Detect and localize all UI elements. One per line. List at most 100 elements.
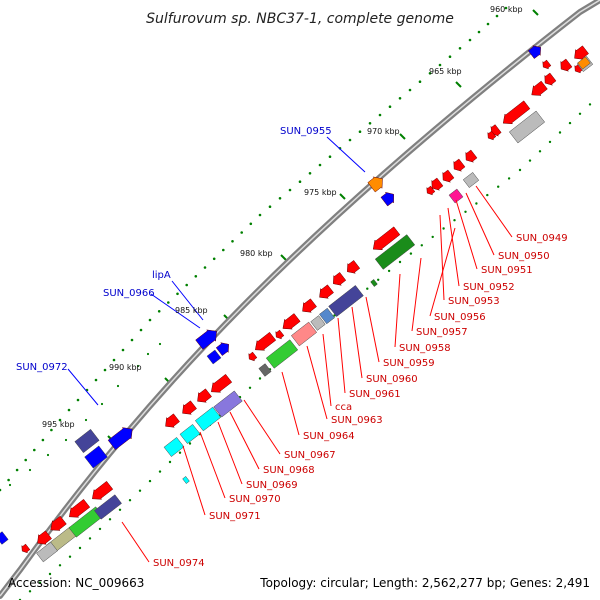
inner-scale-tick xyxy=(377,278,380,281)
scale-minor-tick xyxy=(121,348,125,352)
scale-minor-tick xyxy=(58,418,62,422)
scale-major-tick xyxy=(399,133,406,140)
forward-cds-arrow xyxy=(195,329,217,350)
cog-box xyxy=(310,315,326,331)
accession-label: Accession: xyxy=(8,576,72,590)
scale-minor-tick xyxy=(328,155,332,158)
scale-minor-tick xyxy=(167,301,170,304)
inner-scale-tick xyxy=(68,555,72,558)
cog-box xyxy=(577,56,591,70)
inner-scale-tick xyxy=(486,193,489,197)
cog-box xyxy=(94,494,122,520)
leader-line-reverse xyxy=(243,399,281,455)
reverse-cds-arrow xyxy=(333,272,347,286)
scale-minor-tick xyxy=(84,418,88,422)
inner-scale-tick xyxy=(108,518,112,521)
scale-major-tick xyxy=(280,254,287,261)
leader-line-reverse xyxy=(337,317,346,394)
scale-minor-tick xyxy=(398,97,402,100)
scale-major-tick xyxy=(339,193,346,200)
gene-label-forward: SUN_0972 xyxy=(16,362,68,373)
gene-label-reverse: SUN_0952 xyxy=(463,282,515,293)
scale-minor-tick xyxy=(495,14,499,18)
cog-box xyxy=(328,285,364,317)
reverse-cds-arrow xyxy=(69,498,91,518)
scale-minor-tick xyxy=(318,163,322,167)
scale-minor-tick xyxy=(67,408,71,412)
inner-scale-tick xyxy=(588,103,592,106)
reverse-cds-arrow xyxy=(531,80,548,96)
leader-line-reverse xyxy=(439,214,445,301)
cog-box xyxy=(179,424,201,444)
leader-line-reverse xyxy=(182,445,206,516)
leader-line-reverse xyxy=(411,257,422,332)
reverse-cds-arrow xyxy=(574,45,589,60)
scale-label-kbp: 970 kbp xyxy=(367,127,400,136)
reverse-cds-arrow xyxy=(453,158,466,172)
leader-line-reverse xyxy=(229,411,260,470)
forward-cds-arrow xyxy=(380,191,394,207)
scale-minor-tick xyxy=(240,231,243,234)
inner-scale-tick xyxy=(98,527,102,531)
leader-line-forward xyxy=(67,368,99,406)
scale-minor-tick xyxy=(458,47,462,50)
gene-label-reverse: SUN_0953 xyxy=(448,296,500,307)
gene-label-reverse: SUN_0957 xyxy=(416,327,468,338)
reverse-cds-arrow xyxy=(426,185,436,196)
cog-box xyxy=(213,390,243,418)
inner-scale-tick xyxy=(420,244,423,247)
reverse-cds-arrow xyxy=(465,149,478,163)
scale-minor-tick xyxy=(41,438,45,442)
gene-label-reverse: SUN_0949 xyxy=(516,233,568,244)
scale-major-tick xyxy=(455,81,462,88)
accession-value: NC_009663 xyxy=(75,576,145,590)
inner-scale-tick xyxy=(128,499,132,502)
gene-label-forward: SUN_0955 xyxy=(280,126,332,137)
inner-scale-tick xyxy=(258,377,262,380)
gene-label-reverse: SUN_0969 xyxy=(246,480,298,491)
gene-label-reverse: SUN_0956 xyxy=(434,312,486,323)
scale-minor-tick xyxy=(46,453,50,457)
scale-label-kbp: 995 kbp xyxy=(42,420,75,429)
leader-line-reverse xyxy=(322,333,332,407)
scale-minor-tick xyxy=(298,180,302,183)
gene-label-reverse: SUN_0967 xyxy=(284,450,336,461)
reverse-cds-arrow xyxy=(92,480,114,500)
scale-minor-tick xyxy=(157,310,161,313)
inner-scale-tick xyxy=(387,269,391,273)
leader-line-forward xyxy=(326,136,366,173)
scale-minor-tick xyxy=(212,257,216,261)
gene-label-reverse: SUN_0963 xyxy=(331,415,383,426)
inner-scale-tick xyxy=(464,210,467,213)
scale-label-kbp: 985 kbp xyxy=(175,306,208,315)
scale-minor-tick xyxy=(231,240,234,243)
cog-box xyxy=(265,339,299,369)
scale-label-kbp: 980 kbp xyxy=(240,249,273,258)
leader-line-reverse xyxy=(199,431,226,499)
length-value: 2,562,277 bp xyxy=(421,576,502,590)
scale-minor-tick xyxy=(438,63,442,67)
inner-scale-tick xyxy=(442,227,445,230)
reverse-cds-arrow xyxy=(372,226,401,251)
leader-line-reverse xyxy=(121,521,150,563)
gene-label-reverse: SUN_0970 xyxy=(229,494,281,505)
gene-label-reverse: SUN_0968 xyxy=(263,465,315,476)
forward-cds-block xyxy=(74,428,100,454)
inner-scale-tick xyxy=(178,451,182,454)
length-label: Length: xyxy=(372,576,419,590)
cog-box xyxy=(319,307,335,325)
scale-minor-tick xyxy=(486,22,490,26)
scale-minor-tick xyxy=(418,80,422,83)
reverse-cds-arrow xyxy=(319,284,334,299)
genes-label: Genes: xyxy=(509,576,552,590)
genome-summary: Topology: circular; Length: 2,562,277 bp… xyxy=(260,576,590,590)
scale-minor-tick xyxy=(268,205,272,208)
scale-minor-tick xyxy=(94,378,98,382)
scale-minor-tick xyxy=(288,188,292,192)
label-layer: 960 kbp 965 kbp 970 kbp 975 kbp 980 kbp 985 k… xyxy=(16,5,568,569)
reverse-cds-arrow xyxy=(21,543,31,554)
leader-line-reverse xyxy=(365,296,380,363)
tick-layer xyxy=(0,6,592,600)
gene-label-reverse: SUN_0958 xyxy=(399,343,451,354)
scale-minor-tick xyxy=(100,402,104,406)
